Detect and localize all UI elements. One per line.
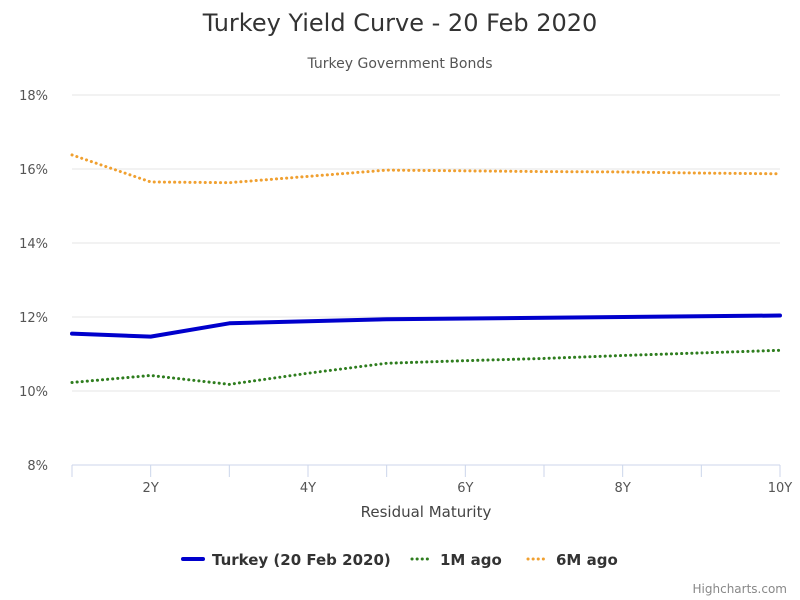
legend: Turkey (20 Feb 2020) 1M ago 6M ago xyxy=(181,551,618,569)
series-line[interactable] xyxy=(70,153,782,185)
legend-label: 6M ago xyxy=(556,551,618,569)
grid-lines xyxy=(72,94,780,392)
x-tick-label: 4Y xyxy=(300,481,316,496)
legend-item[interactable]: 1M ago xyxy=(410,551,502,569)
chart-title: Turkey Yield Curve - 20 Feb 2020 xyxy=(202,9,598,37)
y-tick-label: 16% xyxy=(19,163,48,178)
y-axis-labels: 8% 10% 12% 14% 16% 18% xyxy=(19,89,48,474)
legend-label: 1M ago xyxy=(440,551,502,569)
y-tick-label: 8% xyxy=(27,459,48,474)
legend-label: Turkey (20 Feb 2020) xyxy=(212,551,391,569)
series-lines xyxy=(70,153,782,386)
y-tick-label: 12% xyxy=(19,311,48,326)
x-tick-label: 6Y xyxy=(457,481,473,496)
credits-link[interactable]: Highcharts.com xyxy=(693,582,787,596)
legend-item[interactable]: Turkey (20 Feb 2020) xyxy=(181,551,391,569)
y-tick-label: 10% xyxy=(19,385,48,400)
series-line[interactable] xyxy=(70,313,782,339)
x-tick-label: 10Y xyxy=(768,481,793,496)
series-line[interactable] xyxy=(70,348,782,386)
x-tick-label: 2Y xyxy=(143,481,159,496)
x-axis: 2Y 4Y 6Y 8Y 10Y xyxy=(71,464,793,496)
legend-item[interactable]: 6M ago xyxy=(526,551,618,569)
x-tick-label: 8Y xyxy=(615,481,631,496)
chart-subtitle: Turkey Government Bonds xyxy=(307,56,493,72)
x-axis-title: Residual Maturity xyxy=(361,503,492,521)
y-tick-label: 14% xyxy=(19,237,48,252)
y-tick-label: 18% xyxy=(19,89,48,104)
